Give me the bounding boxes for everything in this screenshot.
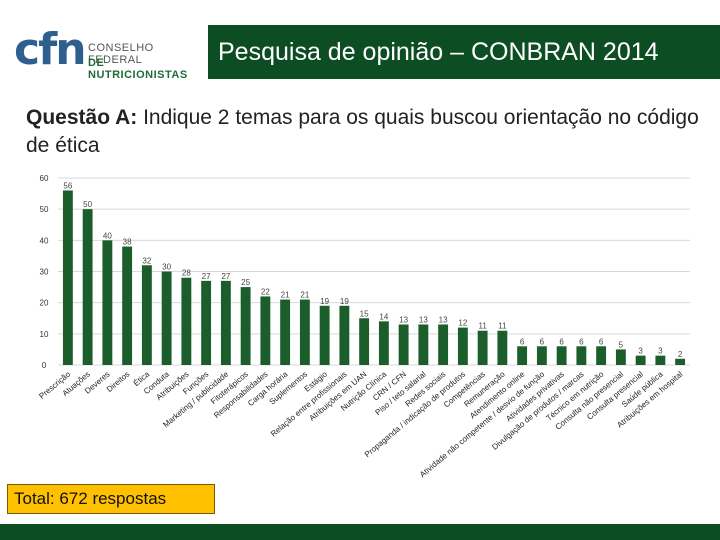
data-label: 3 [658, 347, 663, 356]
data-label: 13 [419, 315, 428, 324]
data-label: 27 [202, 272, 211, 281]
bar [339, 305, 350, 365]
logo-mark: cfn [14, 24, 87, 75]
y-tick-label: 40 [40, 236, 49, 245]
data-label: 21 [281, 291, 290, 300]
logo-org-line1: CONSELHO FEDERAL [88, 42, 154, 66]
bar [260, 296, 271, 365]
y-tick-label: 30 [40, 268, 49, 277]
bar [477, 330, 488, 365]
y-tick-label: 50 [40, 205, 49, 214]
data-label: 21 [300, 291, 309, 300]
data-label: 6 [559, 337, 564, 346]
data-label: 32 [142, 256, 151, 265]
bar [181, 277, 192, 365]
bar [497, 330, 508, 365]
bar [438, 324, 449, 365]
bar [240, 287, 251, 365]
bar [378, 321, 389, 365]
bar [62, 190, 73, 365]
y-tick-labels: 0 10 20 30 40 50 60 [40, 174, 49, 370]
bars [62, 190, 686, 365]
page-title: Pesquisa de opinião – CONBRAN 2014 [208, 25, 720, 79]
data-label: 40 [103, 231, 112, 240]
data-label: 27 [221, 272, 230, 281]
bar [536, 346, 547, 365]
bar [635, 355, 646, 365]
logo-org-line2: DE NUTRICIONISTAS [88, 57, 188, 81]
data-label: 56 [63, 181, 72, 190]
y-tick-label: 60 [40, 174, 49, 183]
bar [576, 346, 587, 365]
data-label: 14 [379, 312, 388, 321]
bar [319, 305, 330, 365]
data-label: 3 [638, 347, 643, 356]
data-label: 15 [360, 309, 369, 318]
y-tick-label: 10 [40, 330, 49, 339]
question-text: Questão A: Indique 2 temas para os quais… [26, 104, 706, 160]
bar [675, 358, 686, 365]
footer-bar [0, 524, 720, 540]
data-label: 38 [123, 238, 132, 247]
bar [418, 324, 429, 365]
bar [615, 349, 626, 365]
total-responses-badge: Total: 672 respostas [7, 484, 215, 514]
data-label: 11 [478, 322, 487, 331]
bar [220, 280, 231, 365]
bar [122, 246, 133, 365]
bar [201, 280, 212, 365]
data-label: 6 [540, 337, 545, 346]
data-label: 2 [678, 350, 683, 359]
data-label: 19 [320, 297, 329, 306]
data-label: 6 [599, 337, 604, 346]
data-label: 30 [162, 263, 171, 272]
bar [82, 209, 93, 365]
data-label: 28 [182, 269, 191, 278]
bar [398, 324, 409, 365]
y-tick-label: 20 [40, 299, 49, 308]
question-label: Questão A: [26, 106, 138, 129]
bar [596, 346, 607, 365]
data-label: 13 [439, 315, 448, 324]
data-label: 6 [520, 337, 525, 346]
data-label: 5 [619, 340, 624, 349]
bar [359, 318, 370, 365]
data-label: 13 [399, 315, 408, 324]
data-label: 19 [340, 297, 349, 306]
bar [556, 346, 567, 365]
data-label: 50 [83, 200, 92, 209]
question-body: Indique 2 temas para os quais buscou ori… [26, 106, 699, 157]
bar [299, 299, 310, 365]
data-label: 25 [241, 278, 250, 287]
bar [102, 240, 113, 365]
grid-lines [58, 177, 690, 366]
bar [655, 355, 666, 365]
data-label: 22 [261, 287, 270, 296]
bar [280, 299, 291, 365]
data-label: 12 [458, 319, 467, 328]
bar [141, 265, 152, 365]
bar [161, 271, 172, 365]
bar [457, 327, 468, 365]
data-label: 6 [579, 337, 584, 346]
y-tick-label: 0 [42, 361, 47, 370]
cfn-logo: cfn CONSELHO FEDERAL DE NUTRICIONISTAS [14, 24, 204, 81]
bar [517, 346, 528, 365]
data-label: 11 [498, 322, 507, 331]
